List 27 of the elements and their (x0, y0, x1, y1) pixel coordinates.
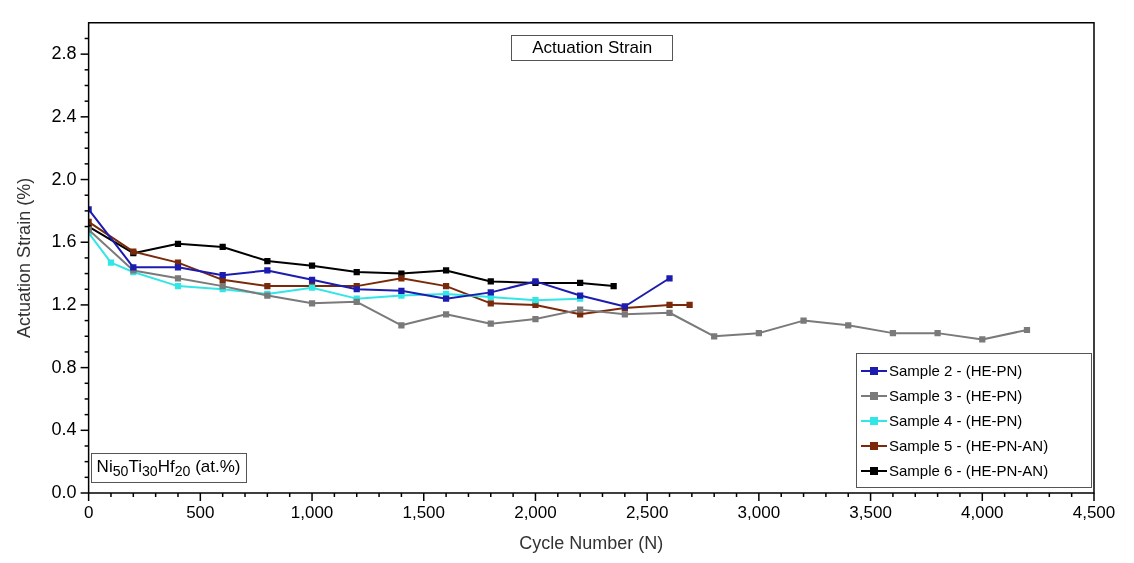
x-tick-label: 3,000 (737, 502, 781, 522)
y-tick-label: 0.4 (51, 419, 77, 440)
x-tick-label: 2,000 (514, 502, 557, 522)
x-tick-label: 4,000 (961, 502, 1004, 522)
legend-label: Sample 5 - (HE-PN-AN) (889, 437, 1049, 454)
legend-label: Sample 2 - (HE-PN) (889, 362, 1023, 379)
y-axis-title: Actuation Strain (%) (13, 177, 34, 338)
text: Actuation Strain (511, 34, 674, 61)
x-axis-title: Cycle Number (N) (519, 533, 664, 554)
y-tick-label: 0.0 (51, 481, 77, 502)
x-tick-label: 3,500 (849, 502, 892, 522)
x-tick-label: 1,500 (402, 502, 446, 522)
legend-label: Sample 6 - (HE-PN-AN) (889, 462, 1049, 479)
y-tick-label: 2.4 (51, 105, 77, 126)
y-tick-label: 2.8 (51, 43, 77, 64)
x-tick-label: 500 (186, 502, 215, 522)
x-tick-label: 1,000 (290, 502, 334, 522)
y-tick-label: 0.8 (51, 356, 77, 377)
annotation: Ni$_{50}$Ti$_{30}$Hf$_{20}$ (at.%) (90, 453, 247, 484)
x-tick-label: 0 (83, 502, 94, 522)
y-tick-label: 2.0 (51, 168, 77, 189)
y-tick-label: 1.6 (51, 231, 77, 252)
y-tick-label: 1.2 (51, 293, 77, 314)
legend-label: Sample 4 - (HE-PN) (889, 412, 1023, 429)
x-tick-label: 4,500 (1072, 502, 1116, 522)
x-tick-label: 2,500 (625, 502, 669, 522)
legend-label: Sample 3 - (HE-PN) (889, 387, 1023, 404)
